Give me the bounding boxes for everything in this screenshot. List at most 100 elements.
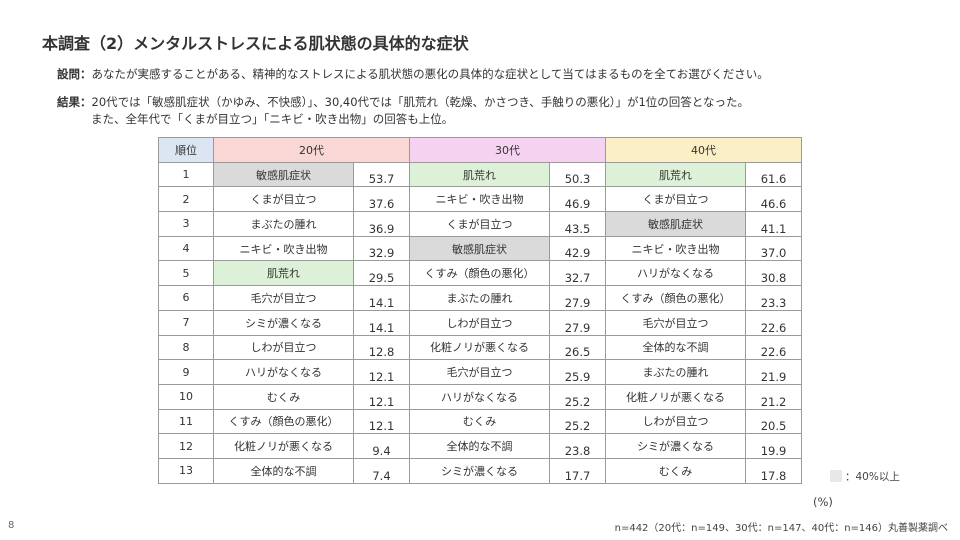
item-40s: 敏感肌症状 [605,211,746,237]
item-40s: くまが目立つ [605,186,746,213]
item-40s: 化粧ノリが悪くなる [605,383,746,410]
header-20s: 20代 [213,137,410,163]
item-30s: シミが濃くなる [409,457,550,484]
item-30s: まぶたの腫れ [409,285,550,311]
rank-cell: 4 [158,235,214,262]
value-40s: 22.6 [745,334,802,361]
item-30s: ハリがなくなる [409,383,550,410]
item-40s: 肌荒れ [605,161,746,188]
value-20s: 14.1 [353,309,410,336]
item-20s: 化粧ノリが悪くなる [213,433,354,459]
value-20s: 32.9 [353,235,410,262]
table-row: 5 肌荒れ 29.5 くすみ（顔色の悪化） 32.7 ハリがなくなる 30.8 [158,260,802,287]
item-20s: 肌荒れ [213,260,354,287]
value-30s: 25.9 [549,359,606,385]
rank-cell: 1 [158,161,214,188]
item-20s: しわが目立つ [213,334,354,361]
value-40s: 37.0 [745,235,802,262]
value-30s: 27.9 [549,285,606,311]
item-20s: むくみ [213,383,354,410]
value-40s: 17.8 [745,457,802,484]
result-label: 結果： [57,95,92,109]
header-40s: 40代 [605,137,802,163]
item-20s: 敏感肌症状 [213,161,354,188]
value-20s: 53.7 [353,161,410,188]
item-30s: 全体的な不調 [409,433,550,459]
value-30s: 32.7 [549,260,606,287]
value-40s: 22.6 [745,309,802,336]
item-20s: シミが濃くなる [213,309,354,336]
value-40s: 30.8 [745,260,802,287]
item-30s: ニキビ・吹き出物 [409,186,550,213]
question-label: 設問： [57,67,92,81]
rank-cell: 7 [158,309,214,336]
header-30s: 30代 [409,137,606,163]
value-40s: 19.9 [745,433,802,459]
result-line-1: 20代では「敏感肌症状（かゆみ、不快感）」、30,40代では「肌荒れ（乾燥、かさ… [91,95,749,109]
item-40s: くすみ（顔色の悪化） [605,285,746,311]
item-40s: むくみ [605,457,746,484]
page-title: 本調査（2）メンタルストレスによる肌状態の具体的な症状 [42,34,469,53]
item-30s: 肌荒れ [409,161,550,188]
value-20s: 14.1 [353,285,410,311]
value-30s: 43.5 [549,211,606,237]
item-30s: くすみ（顔色の悪化） [409,260,550,287]
rank-cell: 13 [158,457,214,484]
result-block: 結果：20代では「敏感肌症状（かゆみ、不快感）」、30,40代では「肌荒れ（乾燥… [57,94,749,128]
table-row: 2 くまが目立つ 37.6 ニキビ・吹き出物 46.9 くまが目立つ 46.6 [158,186,802,213]
table-row: 3 まぶたの腫れ 36.9 くまが目立つ 43.5 敏感肌症状 41.1 [158,211,802,237]
item-20s: まぶたの腫れ [213,211,354,237]
value-40s: 21.2 [745,383,802,410]
item-30s: しわが目立つ [409,309,550,336]
item-20s: くまが目立つ [213,186,354,213]
value-30s: 17.7 [549,457,606,484]
item-30s: くまが目立つ [409,211,550,237]
item-20s: くすみ（顔色の悪化） [213,408,354,435]
item-20s: ハリがなくなる [213,359,354,385]
item-40s: 全体的な不調 [605,334,746,361]
value-20s: 7.4 [353,457,410,484]
question-text: あなたが実感することがある、精神的なストレスによる肌状態の悪化の具体的な症状とし… [91,67,769,81]
value-40s: 23.3 [745,285,802,311]
value-20s: 12.1 [353,359,410,385]
value-30s: 27.9 [549,309,606,336]
table-row: 9 ハリがなくなる 12.1 毛穴が目立つ 25.9 まぶたの腫れ 21.9 [158,359,802,385]
rank-cell: 6 [158,285,214,311]
header-rank: 順位 [158,137,214,163]
table-row: 13 全体的な不調 7.4 シミが濃くなる 17.7 むくみ 17.8 [158,457,802,484]
legend-swatch [830,470,842,482]
value-20s: 12.1 [353,383,410,410]
value-30s: 26.5 [549,334,606,361]
result-line-2: また、全年代で「くまが目立つ」「ニキビ・吹き出物」の回答も上位。 [91,112,454,126]
item-20s: 全体的な不調 [213,457,354,484]
table-row: 8 しわが目立つ 12.8 化粧ノリが悪くなる 26.5 全体的な不調 22.6 [158,334,802,361]
value-20s: 12.8 [353,334,410,361]
value-20s: 12.1 [353,408,410,435]
rank-cell: 12 [158,433,214,459]
item-20s: 毛穴が目立つ [213,285,354,311]
value-30s: 25.2 [549,408,606,435]
item-30s: 敏感肌症状 [409,235,550,262]
item-40s: まぶたの腫れ [605,359,746,385]
value-40s: 61.6 [745,161,802,188]
value-40s: 20.5 [745,408,802,435]
value-30s: 42.9 [549,235,606,262]
value-40s: 46.6 [745,186,802,213]
value-20s: 37.6 [353,186,410,213]
value-30s: 25.2 [549,383,606,410]
unit-label: (%) [813,495,833,509]
item-40s: シミが濃くなる [605,433,746,459]
table-row: 1 敏感肌症状 53.7 肌荒れ 50.3 肌荒れ 61.6 [158,161,802,188]
table-row: 4 ニキビ・吹き出物 32.9 敏感肌症状 42.9 ニキビ・吹き出物 37.0 [158,235,802,262]
item-40s: 毛穴が目立つ [605,309,746,336]
value-20s: 36.9 [353,211,410,237]
table-row: 6 毛穴が目立つ 14.1 まぶたの腫れ 27.9 くすみ（顔色の悪化） 23.… [158,285,802,311]
value-40s: 41.1 [745,211,802,237]
item-30s: 化粧ノリが悪くなる [409,334,550,361]
item-40s: ハリがなくなる [605,260,746,287]
question-block: 設問：あなたが実感することがある、精神的なストレスによる肌状態の悪化の具体的な症… [57,66,769,83]
rank-cell: 11 [158,408,214,435]
item-40s: しわが目立つ [605,408,746,435]
table-row: 11 くすみ（顔色の悪化） 12.1 むくみ 25.2 しわが目立つ 20.5 [158,408,802,435]
table-header-row: 順位 20代 30代 40代 [158,137,802,163]
